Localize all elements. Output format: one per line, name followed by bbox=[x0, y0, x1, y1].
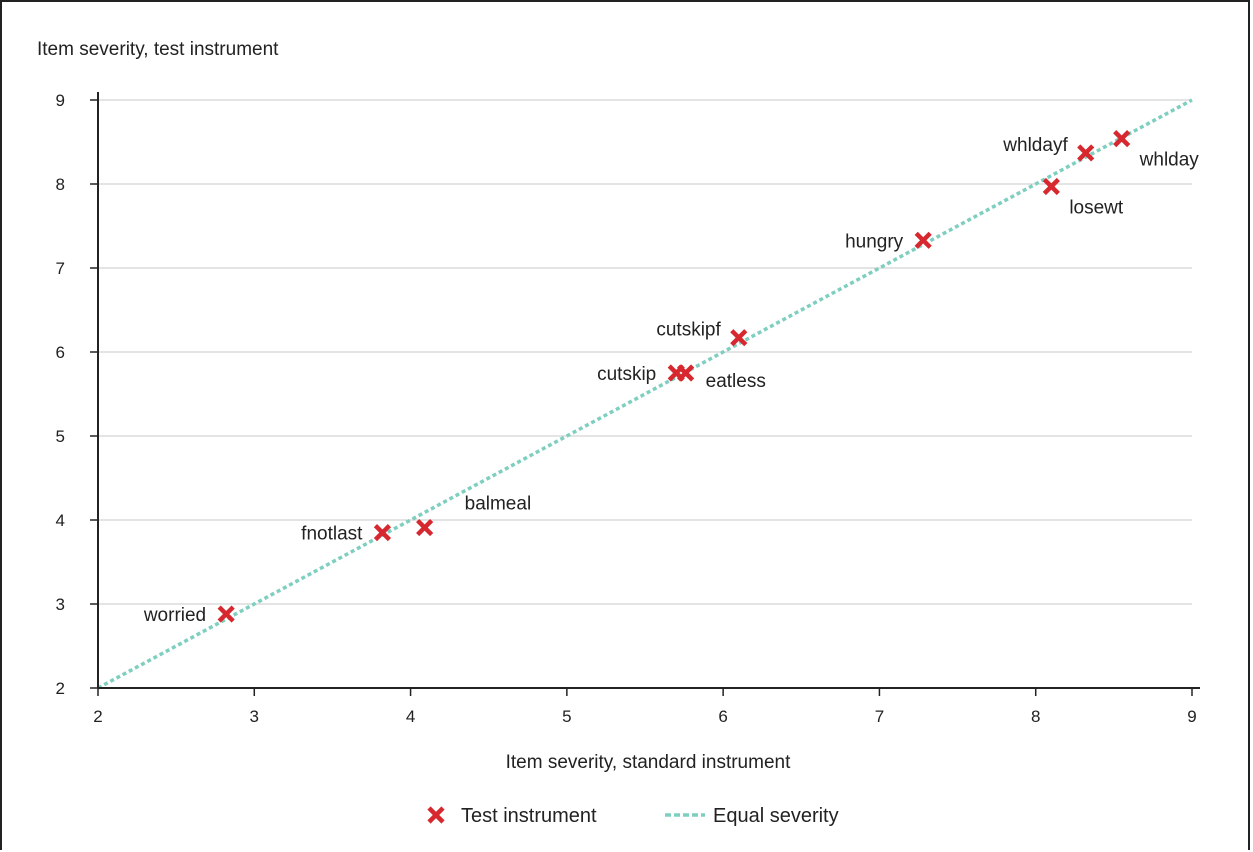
y-tick-label-8: 8 bbox=[56, 175, 65, 194]
point-whldayf bbox=[1077, 144, 1095, 162]
y-tick-label-6: 6 bbox=[56, 343, 65, 362]
axes: 2 3 4 5 6 7 8 9 2 3 4 5 6 7 8 9 bbox=[56, 91, 1200, 726]
marker-stroke-b bbox=[1042, 177, 1060, 196]
marker-stroke-b bbox=[1113, 130, 1131, 148]
point-label-eatless: eatless bbox=[706, 371, 766, 392]
x-tick-label-4: 4 bbox=[406, 707, 415, 726]
x-tick-label-7: 7 bbox=[875, 707, 884, 726]
x-tick-label-5: 5 bbox=[562, 707, 571, 726]
point-losewt bbox=[1042, 177, 1060, 196]
marker-stroke-b bbox=[217, 605, 235, 623]
y-tick-label-2: 2 bbox=[56, 679, 65, 698]
point-labels: worried fnotlast balmeal cutskip eatless cuts… bbox=[143, 135, 1199, 626]
point-label-worried: worried bbox=[143, 605, 206, 626]
point-whlday bbox=[1113, 130, 1131, 148]
point-label-balmeal: balmeal bbox=[465, 494, 532, 515]
legend-x-glyph bbox=[427, 806, 445, 824]
legend-label-equal-severity: Equal severity bbox=[713, 805, 839, 827]
y-tick-label-3: 3 bbox=[56, 595, 65, 614]
x-tick-label-9: 9 bbox=[1187, 707, 1196, 726]
data-points bbox=[217, 130, 1131, 623]
point-label-whlday: whlday bbox=[1139, 150, 1200, 171]
point-label-whldayf: whldayf bbox=[1002, 135, 1068, 156]
point-eatless bbox=[677, 364, 695, 382]
point-balmeal bbox=[416, 518, 434, 537]
point-hungry bbox=[914, 231, 932, 249]
point-cutskipf bbox=[730, 329, 748, 347]
y-tick-label-7: 7 bbox=[56, 259, 65, 278]
equal-severity-line bbox=[97, 98, 1193, 690]
marker-stroke-b bbox=[730, 329, 748, 347]
x-tick-label-6: 6 bbox=[718, 707, 727, 726]
x-tick-label-8: 8 bbox=[1031, 707, 1040, 726]
point-label-fnotlast: fnotlast bbox=[301, 524, 363, 545]
equal-severity-line-path bbox=[97, 98, 1193, 690]
y-tick-label-5: 5 bbox=[56, 427, 65, 446]
legend: Test instrument Equal severity bbox=[427, 805, 839, 827]
point-label-losewt: losewt bbox=[1069, 198, 1124, 219]
point-worried bbox=[217, 605, 235, 623]
y-tick-label-9: 9 bbox=[56, 91, 65, 110]
marker-stroke-b bbox=[677, 364, 695, 382]
legend-marker-test-instrument bbox=[427, 806, 445, 824]
x-tick-label-2: 2 bbox=[93, 707, 102, 726]
marker-stroke-b bbox=[427, 806, 445, 824]
point-label-cutskipf: cutskipf bbox=[656, 320, 721, 341]
legend-label-test-instrument: Test instrument bbox=[461, 805, 597, 827]
x-axis-title: Item severity, standard instrument bbox=[506, 752, 791, 773]
point-label-cutskip: cutskip bbox=[597, 364, 656, 385]
x-tick-label-3: 3 bbox=[250, 707, 259, 726]
marker-stroke-b bbox=[373, 524, 392, 542]
gridlines bbox=[98, 99, 1192, 605]
y-axis-title: Item severity, test instrument bbox=[37, 39, 279, 60]
marker-stroke-b bbox=[1077, 144, 1095, 162]
point-label-hungry: hungry bbox=[845, 231, 904, 252]
marker-stroke-b bbox=[914, 231, 932, 249]
marker-stroke-b bbox=[416, 518, 434, 537]
point-fnotlast bbox=[373, 524, 392, 542]
y-tick-label-4: 4 bbox=[56, 511, 65, 530]
